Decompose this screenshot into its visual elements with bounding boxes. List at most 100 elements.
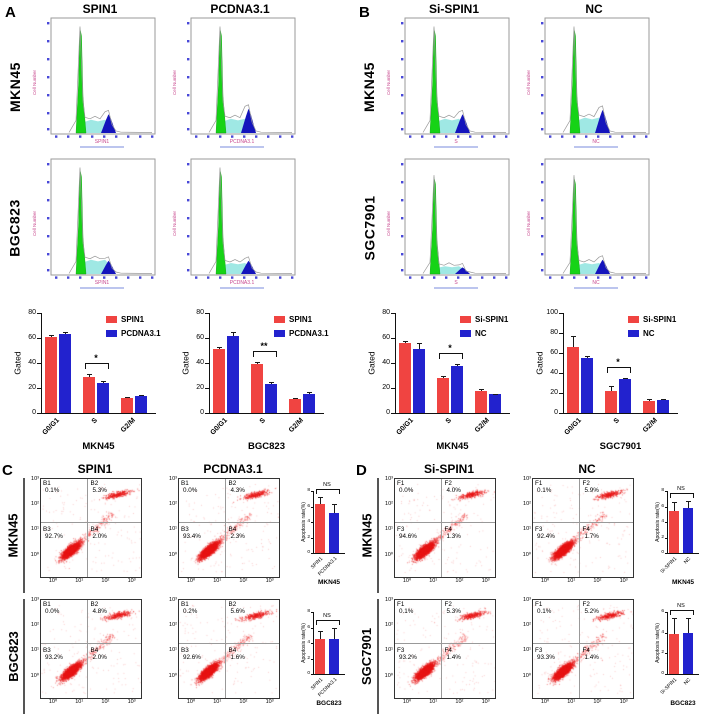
significance-label: * bbox=[616, 356, 620, 367]
histogram-row: SGC7901 Cell Number S Cell Number NC bbox=[354, 157, 708, 298]
error-bar-cap bbox=[416, 343, 422, 344]
y-tick bbox=[665, 612, 667, 613]
hist-y-axis-label: Cell Number bbox=[384, 159, 393, 288]
y-tick-label: 10¹ bbox=[385, 526, 393, 533]
flow-histogram: Cell Number PCDNA3.1 bbox=[170, 157, 310, 298]
quadrant-name: B4 bbox=[228, 525, 237, 533]
legend-label: NC bbox=[475, 329, 487, 338]
x-tick-label: 10⁰ bbox=[540, 699, 550, 705]
quadrant-name: B3 bbox=[181, 646, 189, 654]
quadrant-percentage: 0.1% bbox=[537, 608, 552, 615]
cell-line-label: MKN45 bbox=[359, 513, 375, 558]
bar bbox=[45, 336, 57, 413]
cell-cycle-bar-chart: 0 20 40 60 80 G0/G1 S G2/M * MKN45 Gated Si-SPIN1 NC bbox=[367, 303, 536, 456]
quadrant-name: F3 bbox=[397, 525, 405, 533]
error-bar-cap bbox=[608, 386, 614, 387]
row-label-wrap: SGC7901 bbox=[354, 596, 380, 714]
bar bbox=[475, 391, 487, 413]
y-tick-label: 0 bbox=[307, 671, 310, 676]
hist-plot bbox=[384, 16, 524, 139]
y-tick-label: 60 bbox=[196, 334, 204, 341]
y-tick-label: 8 bbox=[661, 488, 664, 493]
y-tick-label: 6 bbox=[307, 503, 310, 509]
y-tick bbox=[665, 632, 667, 634]
legend-entry: SPIN1 bbox=[274, 315, 329, 324]
y-tick-label: 10⁰ bbox=[30, 672, 39, 679]
x-tick-label: 10³ bbox=[619, 699, 628, 705]
x-axis bbox=[313, 553, 345, 554]
row-label-wrap: SGC7901 bbox=[354, 157, 384, 298]
bar bbox=[303, 394, 315, 413]
quadrant-name: F1 bbox=[397, 480, 405, 487]
quadrant-label: B1 0.0% bbox=[43, 601, 59, 615]
error-bar bbox=[333, 504, 335, 514]
bar bbox=[437, 378, 449, 413]
panel-d-letter: D bbox=[356, 462, 367, 479]
y-tick-label: 80 bbox=[550, 329, 558, 336]
cell-cycle-bar-chart: 0 20 40 60 80 G0/G1 S G2/M ** BGC823 Gated SPIN1 PCD… bbox=[181, 303, 350, 456]
hist-y-axis-label-text: Cell Number bbox=[32, 210, 38, 237]
x-tick-label: 10¹ bbox=[75, 578, 84, 584]
top-panels-row: A SPIN1 PCDNA3.1 MKN45 Cell Number SPIN1… bbox=[0, 0, 708, 456]
quadrant-name: F4 bbox=[582, 525, 590, 533]
column-title: NC bbox=[585, 2, 603, 16]
x-tick-label: 10² bbox=[101, 699, 110, 705]
bar bbox=[315, 504, 325, 553]
flow-histogram: Cell Number S bbox=[384, 16, 524, 157]
quadrant-name: F1 bbox=[535, 601, 543, 608]
y-tick bbox=[205, 363, 209, 364]
hist-y-axis-label: Cell Number bbox=[170, 159, 179, 288]
apoptosis-rate-chart: 0 2 4 6 8 Si-SPIN1 NC NS MKN45 Apoptosis rate(%) bbox=[655, 475, 704, 596]
quadrant-label: F2 5.2% bbox=[583, 601, 599, 615]
quadrant-percentage: 5.2% bbox=[584, 608, 599, 615]
bar bbox=[121, 398, 133, 413]
bar bbox=[83, 376, 95, 413]
hist-y-axis-label: Cell Number bbox=[384, 18, 393, 147]
error-bar-cap bbox=[671, 618, 677, 620]
legend-entry: NC bbox=[628, 329, 676, 338]
histogram-row: MKN45 Cell Number S Cell Number NC bbox=[354, 16, 708, 157]
y-tick-label: 10² bbox=[169, 501, 177, 508]
y-tick-label: 0 bbox=[307, 550, 310, 555]
y-tick-label: 10⁰ bbox=[384, 672, 393, 679]
scatter-row: MKN45 F1 0.0% F2 4.0% F3 94.6% F4 1.3% 10³ 10² 10¹… bbox=[354, 475, 708, 596]
y-tick-label: 80 bbox=[196, 309, 204, 316]
quadrant-percentage: 2.3% bbox=[230, 532, 245, 540]
quadrant-vline bbox=[441, 600, 442, 698]
y-tick-label: 10³ bbox=[385, 476, 393, 482]
scatter-points-canvas bbox=[179, 600, 279, 698]
chart-y-label: Apoptosis rate(%) bbox=[655, 502, 661, 542]
flow-histogram: Cell Number SPIN1 bbox=[30, 16, 170, 157]
legend-entry: PCDNA3.1 bbox=[274, 329, 329, 338]
panel-a-letter: A bbox=[5, 4, 16, 21]
scatter-plot-area: B1 0.0% B2 4.8% B3 93.2% B4 2.0% bbox=[40, 599, 142, 699]
legend: Si-SPIN1 NC bbox=[460, 315, 508, 343]
quadrant-name: F2 bbox=[582, 480, 590, 487]
legend-swatch bbox=[628, 316, 639, 323]
hist-plot bbox=[524, 157, 664, 280]
y-tick-label: 80 bbox=[382, 309, 390, 316]
panel-a: A SPIN1 PCDNA3.1 MKN45 Cell Number SPIN1… bbox=[0, 0, 354, 456]
row-rule bbox=[377, 599, 379, 714]
y-tick-label: 40 bbox=[28, 359, 36, 366]
bar bbox=[451, 365, 463, 413]
cell-line-label: MKN45 bbox=[361, 61, 377, 112]
y-tick bbox=[665, 674, 667, 675]
quadrant-hline bbox=[533, 522, 633, 524]
x-tick-label: 10² bbox=[593, 578, 602, 584]
apoptosis-rate-chart: 0 2 4 6 8 SPIN1 PCDNA3.1 NS MKN45 Apoptosis rate(… bbox=[301, 475, 350, 596]
hist-plot bbox=[384, 157, 524, 280]
quadrant-label: B4 2.0% bbox=[91, 647, 107, 661]
error-bar bbox=[673, 618, 675, 634]
y-tick-label: 100 bbox=[546, 309, 558, 316]
y-tick bbox=[37, 388, 41, 389]
histogram-row: MKN45 Cell Number SPIN1 Cell Number PCDN… bbox=[0, 16, 354, 157]
quadrant-percentage: 0.0% bbox=[183, 487, 198, 494]
apoptosis-scatter-plot: F1 0.1% F2 5.2% F3 93.3% F4 1.4% 10³ 10² 10¹ 10⁰ 10⁰… bbox=[518, 596, 656, 714]
bar bbox=[315, 639, 325, 674]
quadrant-name: B1 bbox=[43, 601, 51, 608]
quadrant-label: B3 93.4% bbox=[181, 526, 201, 540]
quadrant-label: B3 93.2% bbox=[43, 647, 63, 661]
quadrant-label: B2 4.3% bbox=[229, 480, 245, 494]
significance-label: NS bbox=[677, 603, 685, 610]
